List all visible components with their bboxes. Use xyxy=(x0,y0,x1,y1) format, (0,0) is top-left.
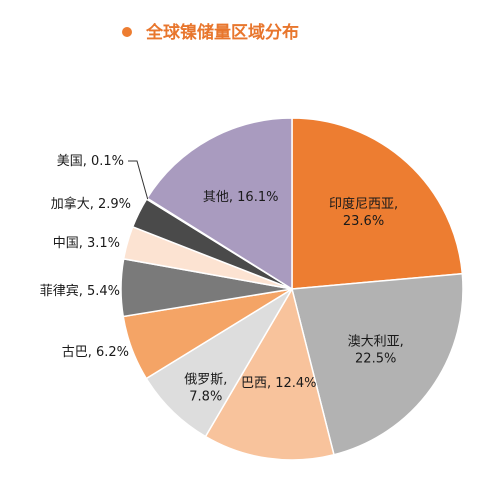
slice-label-5: 菲律宾, 5.4% xyxy=(40,283,120,299)
pie-slice-1 xyxy=(291,272,464,456)
pie-slice-0 xyxy=(291,117,464,290)
slice-label-name-3: 俄罗斯, xyxy=(184,372,227,387)
slice-label-0: 印度尼西亚, 23.6% xyxy=(329,196,398,229)
slice-label-9: 其他, 16.1% xyxy=(203,190,279,205)
slice-label-value-1: 22.5% xyxy=(355,351,396,366)
chart-title: 全球镍储量区域分布 xyxy=(145,22,299,43)
pie-slices xyxy=(120,117,464,461)
slice-label-value-0: 23.6% xyxy=(343,214,384,229)
leader-line-8 xyxy=(128,160,149,200)
slice-label-name-1: 澳大利亚, xyxy=(348,333,404,349)
slice-labels: 印度尼西亚, 23.6% 澳大利亚, 22.5% 巴西, 12.4% 俄罗斯, 7.8% 古巴… xyxy=(40,154,404,404)
slice-label-6: 中国, 3.1% xyxy=(53,236,120,251)
slice-label-name-0: 印度尼西亚, xyxy=(329,196,398,212)
title-bullet-marker xyxy=(122,27,132,37)
slice-label-1: 澳大利亚, 22.5% xyxy=(348,333,404,366)
leader-lines xyxy=(128,160,149,200)
slice-label-4: 古巴, 6.2% xyxy=(62,345,129,360)
slice-label-value-3: 7.8% xyxy=(189,389,222,404)
slice-label-3: 俄罗斯, 7.8% xyxy=(184,372,227,404)
slice-label-2: 巴西, 12.4% xyxy=(241,376,317,391)
pie-slice-9 xyxy=(146,117,293,291)
pie-slice-2 xyxy=(204,287,335,461)
chart-title-group: 全球镍储量区域分布 xyxy=(122,22,299,43)
slice-label-8: 美国, 0.1% xyxy=(57,154,124,169)
slice-label-7: 加拿大, 2.9% xyxy=(51,196,131,212)
